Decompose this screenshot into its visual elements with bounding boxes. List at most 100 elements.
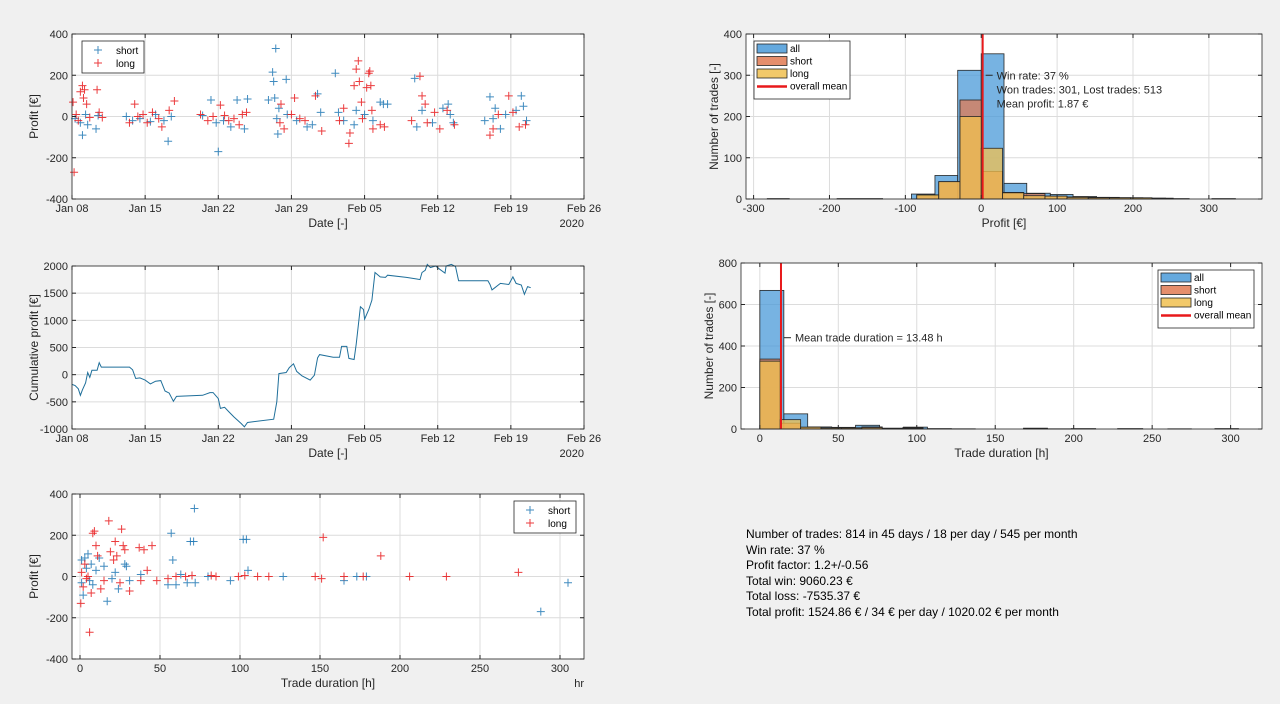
point-short <box>135 114 144 123</box>
point-short <box>410 74 419 83</box>
point-long <box>317 126 326 135</box>
point-long <box>104 516 113 525</box>
legend-box <box>81 40 145 74</box>
point-short <box>212 118 221 127</box>
point-long <box>90 527 99 536</box>
point-short <box>198 111 207 120</box>
point-short <box>204 572 212 581</box>
point-long <box>100 576 108 585</box>
stat-total-loss: Total loss: -7535.37 € <box>746 589 861 604</box>
point-long <box>135 543 144 552</box>
point-long <box>442 572 451 581</box>
y-tick-label: 400 <box>50 489 68 501</box>
x-tick-label: Jan 22 <box>202 433 235 445</box>
x-tick-label: Feb 05 <box>347 433 381 445</box>
x-tick-label: 100 <box>231 663 249 675</box>
x-axis-label: Date [-] <box>308 216 347 230</box>
y-axis-label: Cumulative profit [€] <box>27 294 41 401</box>
x-tick-label: 300 <box>1200 203 1218 215</box>
point-long <box>275 118 284 127</box>
stat-total-win: Total win: 9060.23 € <box>746 573 853 588</box>
x-tick-label: 100 <box>908 433 926 445</box>
point-long <box>84 572 92 581</box>
point-long <box>301 116 310 125</box>
point-long <box>133 112 142 121</box>
y-tick-label: 200 <box>50 530 68 542</box>
bar-long <box>938 181 961 200</box>
point-long <box>276 100 285 109</box>
point-long <box>340 572 348 581</box>
point-long <box>79 582 88 591</box>
point-long <box>78 81 87 90</box>
point-short <box>120 560 129 569</box>
point-short <box>491 104 500 113</box>
point-long <box>154 114 163 123</box>
legend-marker-short <box>526 506 534 514</box>
point-long <box>423 118 432 127</box>
x-tick-label: 200 <box>1065 433 1083 445</box>
point-short <box>84 549 92 558</box>
point-long <box>345 129 354 137</box>
x-tick-label: 150 <box>986 433 1004 445</box>
point-short <box>243 94 252 103</box>
point-short <box>122 562 131 571</box>
point-short <box>270 93 279 102</box>
x-tick-label: Jan 22 <box>202 203 235 215</box>
legend-label-long: long <box>790 69 809 80</box>
point-long <box>79 93 88 102</box>
point-long <box>435 124 444 133</box>
x-tick-label: 250 <box>1143 433 1161 445</box>
point-long <box>77 568 86 577</box>
point-short <box>95 553 104 562</box>
y-tick-label: 0 <box>736 194 742 206</box>
point-long <box>407 116 416 125</box>
point-long <box>140 545 148 554</box>
x-tick-label: 50 <box>154 663 166 675</box>
point-short <box>350 120 359 129</box>
bar-long <box>959 116 982 200</box>
point-long <box>253 572 262 581</box>
point-short <box>496 124 505 133</box>
legend-swatch-long <box>756 68 788 79</box>
point-short <box>79 591 88 600</box>
y-tick-label: 600 <box>719 300 737 312</box>
point-short <box>172 580 180 589</box>
point-long <box>344 139 353 148</box>
point-long <box>74 116 83 125</box>
point-long <box>418 91 427 100</box>
legend-label-short: short <box>790 57 812 68</box>
point-long <box>116 578 124 587</box>
point-long <box>143 118 152 127</box>
x-tick-label: Feb 05 <box>347 203 381 215</box>
point-short <box>226 122 235 131</box>
point-long <box>139 110 148 119</box>
x-tick-label: 0 <box>978 203 984 215</box>
legend-swatch-all <box>756 43 788 54</box>
legend-swatch-short <box>1160 285 1192 295</box>
chart-profit-vs-date: Jan 08 Jan 15 Jan 22 Jan 29 Feb 05 Feb 12 Feb … <box>27 29 601 230</box>
point-long <box>365 67 374 76</box>
point-long <box>311 91 320 100</box>
point-short <box>271 44 280 53</box>
point-long <box>514 568 523 577</box>
point-long <box>207 571 216 580</box>
point-long <box>235 120 244 129</box>
point-long <box>125 118 134 127</box>
point-long <box>367 106 376 115</box>
point-long <box>80 85 89 94</box>
point-long <box>136 576 145 585</box>
point-long <box>148 541 156 550</box>
point-long <box>359 572 368 581</box>
point-short <box>274 104 283 113</box>
x-tick-label: Jan 08 <box>55 433 88 445</box>
x-tick-label: Feb 19 <box>494 203 528 215</box>
point-long <box>109 556 118 564</box>
x-tick-label: Feb 12 <box>421 433 455 445</box>
x-tick-label: Feb 26 <box>567 433 601 445</box>
legend-marker-long <box>94 59 102 67</box>
point-short <box>264 96 273 104</box>
point-short <box>176 570 185 579</box>
point-long <box>85 113 94 122</box>
x-axis-label: Profit [€] <box>982 216 1027 230</box>
